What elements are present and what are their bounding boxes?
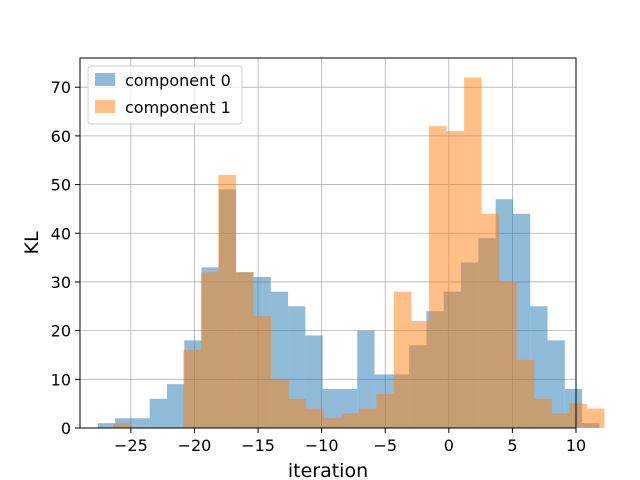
histogram-bar-component-1: [411, 320, 429, 428]
histogram-bar-component-1: [288, 398, 307, 428]
histogram-bar-component-0: [305, 335, 323, 428]
histogram-bar-component-1: [341, 413, 359, 428]
x-tick-label: −5: [373, 436, 397, 455]
plot-frame: [79, 57, 577, 429]
histogram-bar-component-0: [530, 306, 548, 428]
histogram-bar-component-1: [183, 350, 201, 428]
histogram-bar-component-0: [288, 306, 306, 428]
histogram-bar-component-1: [235, 272, 254, 428]
histogram-bar-component-1: [200, 272, 219, 428]
x-tick-label: 5: [507, 436, 517, 455]
histogram-bar-component-1: [323, 418, 342, 428]
histogram-bar-component-1: [481, 213, 500, 428]
x-tick-label: 10: [566, 436, 586, 455]
histogram-bar-component-0: [149, 398, 167, 428]
y-tick-label: 20: [51, 322, 71, 341]
x-axis-label: iteration: [288, 460, 368, 480]
y-tick-label: 10: [51, 370, 71, 389]
histogram-bar-component-0: [132, 418, 150, 428]
histogram-bar-component-1: [306, 408, 324, 428]
histogram-bars: [97, 77, 605, 429]
histogram-bar-component-1: [218, 174, 236, 428]
histogram-bar-component-1: [464, 77, 482, 428]
histogram-bar-component-1: [428, 126, 447, 428]
histogram-bar-component-0: [97, 423, 116, 428]
legend-label-component-0: component 0: [125, 71, 231, 90]
histogram-bar-component-1: [358, 408, 377, 428]
legend-label-component-1: component 1: [125, 98, 231, 117]
y-axis-label: KL: [21, 231, 43, 254]
legend-swatch-component-0: [95, 73, 115, 86]
histogram-bar-component-1: [586, 408, 605, 428]
histogram-bar-component-1: [253, 316, 272, 428]
histogram-bar-component-1: [569, 403, 587, 428]
histogram-bar-component-1: [376, 393, 394, 428]
x-tick-label: −20: [178, 436, 212, 455]
histogram-bar-component-1: [516, 359, 535, 428]
y-tick-label: 50: [51, 176, 71, 195]
y-tick-label: 30: [51, 273, 71, 292]
y-tick-label: 0: [61, 419, 71, 438]
y-tick-label: 70: [51, 78, 71, 97]
histogram-bar-component-1: [393, 291, 412, 428]
histogram-bar-component-0: [357, 330, 375, 428]
histogram-bar-component-1: [113, 423, 131, 428]
y-tick-label: 40: [51, 224, 71, 243]
x-tick-label: −15: [241, 436, 275, 455]
histogram-bar-component-1: [534, 398, 552, 428]
histogram-bar-component-1: [551, 413, 570, 428]
histogram-bar-component-1: [271, 379, 289, 428]
legend-box: [87, 65, 243, 125]
histogram-bar-component-1: [446, 131, 465, 429]
axis-ticks: −25 −20 −15 −10 −5 0 5 10 0 10 20 30 40 50 60 70: [51, 78, 587, 455]
y-tick-label: 60: [51, 127, 71, 146]
x-tick-label: −10: [305, 436, 339, 455]
histogram-bar-component-1: [499, 281, 517, 428]
legend-swatch-component-1: [95, 100, 115, 113]
x-tick-label: 0: [444, 436, 454, 455]
legend: component 0 component 1: [87, 65, 243, 125]
histogram-bar-component-0: [166, 384, 185, 428]
x-tick-label: −25: [114, 436, 148, 455]
